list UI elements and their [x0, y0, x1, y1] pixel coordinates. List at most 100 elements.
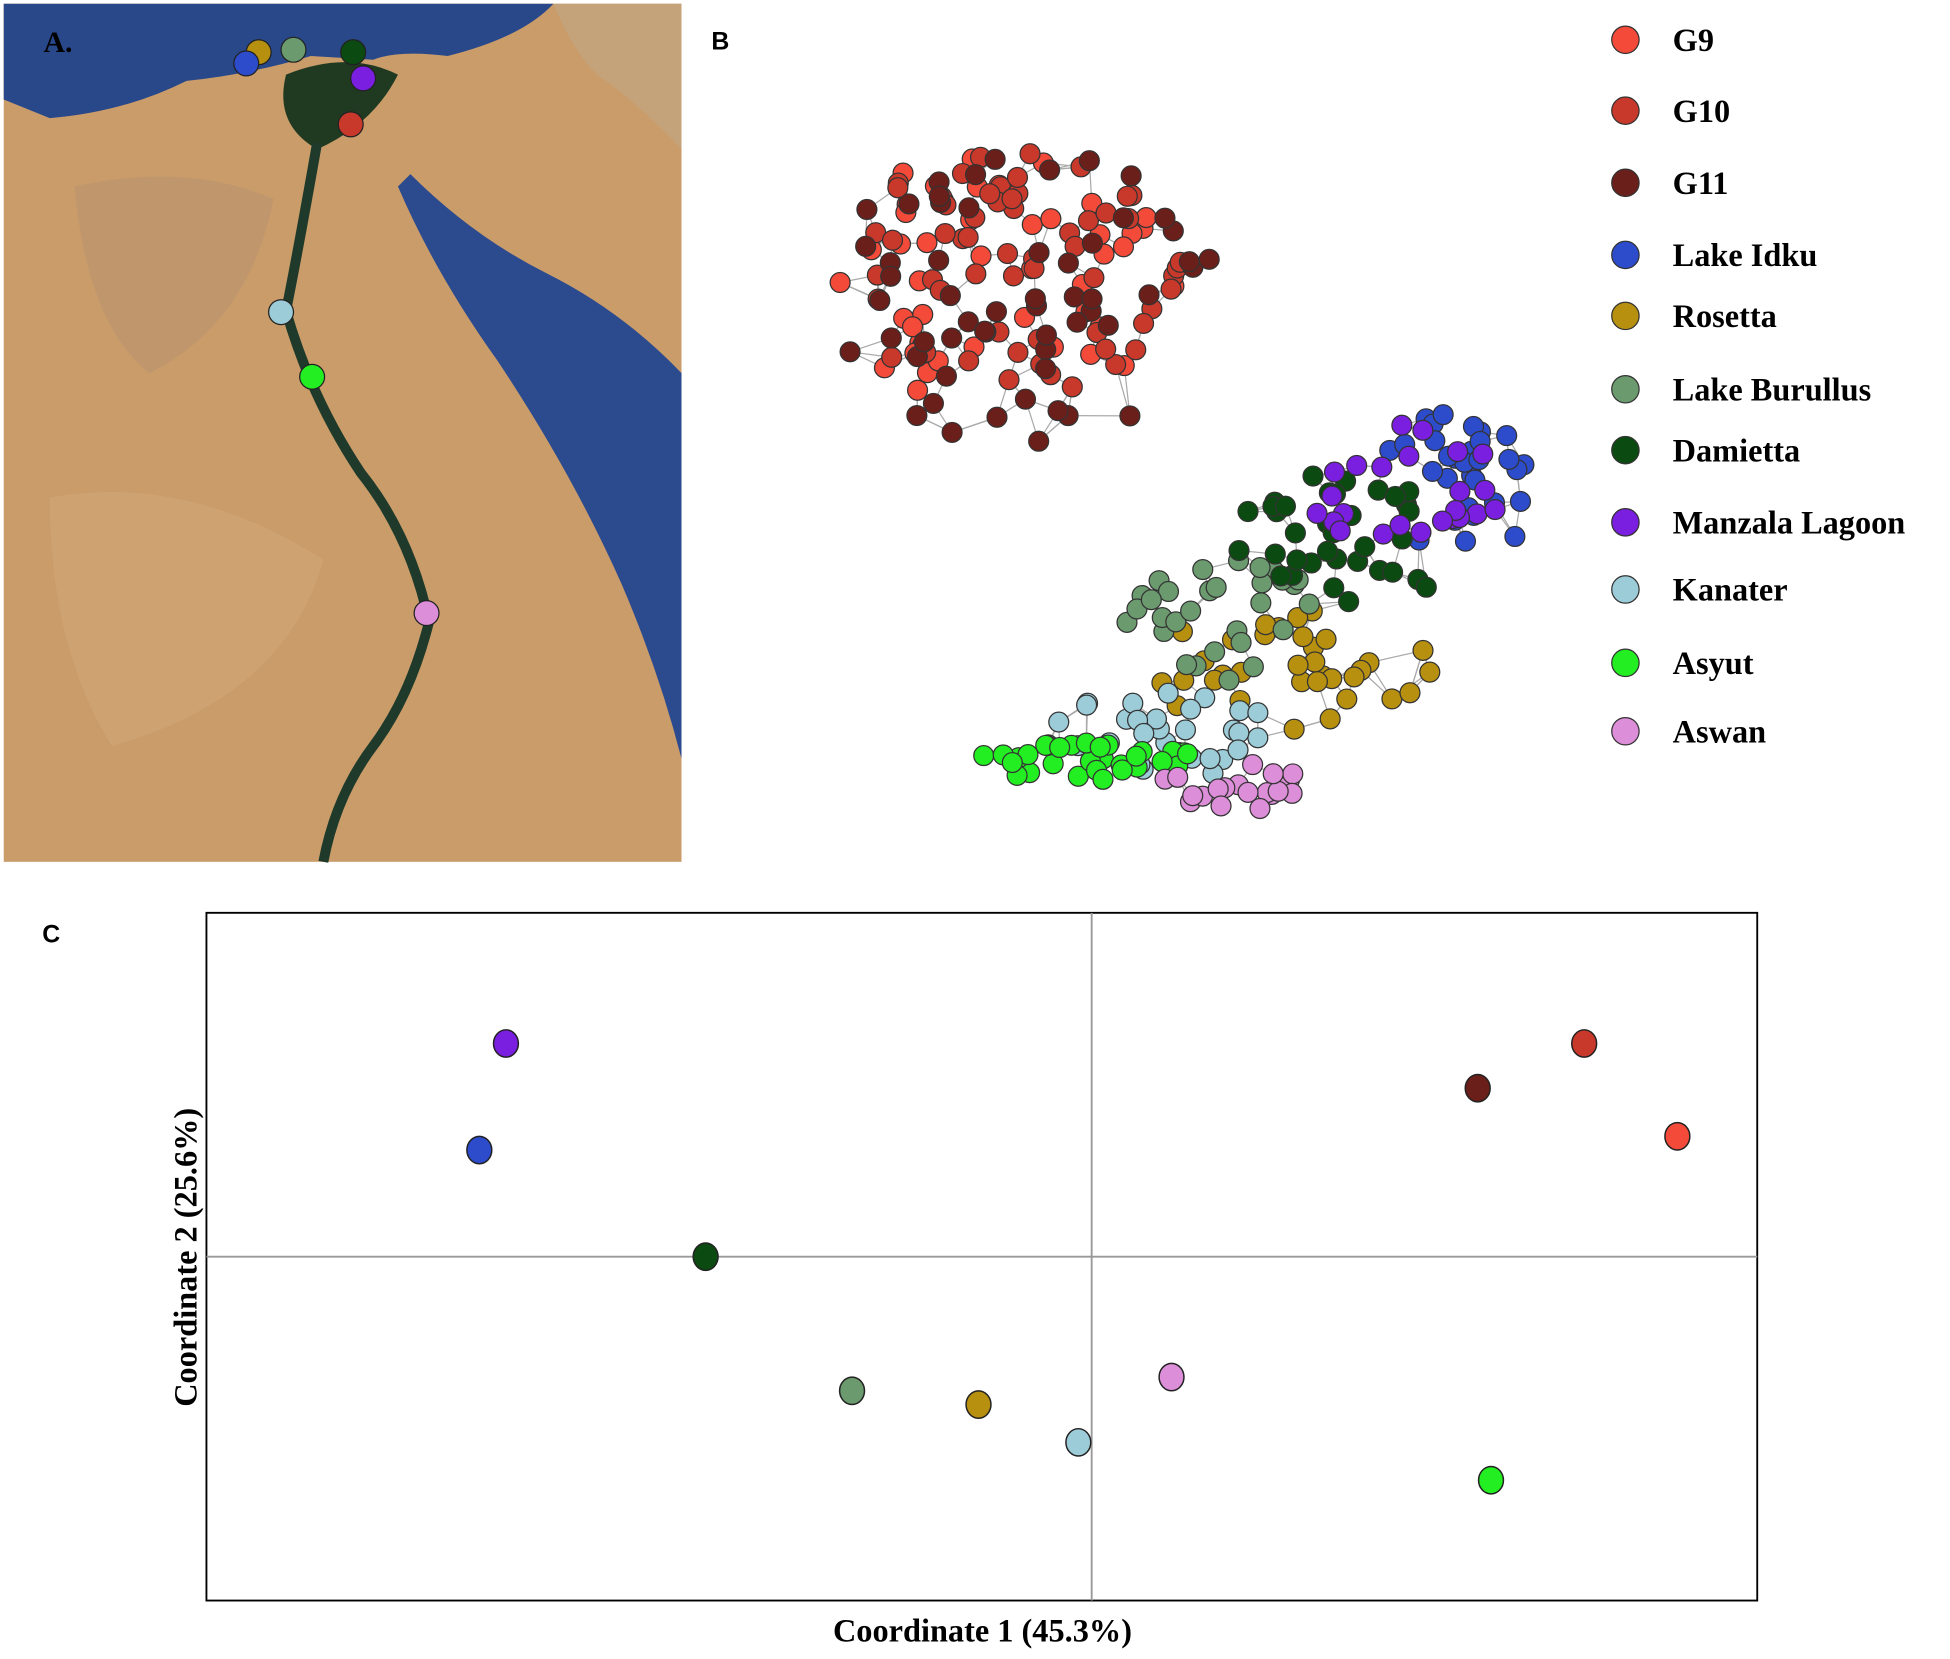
network-node — [880, 327, 902, 349]
network-node — [1247, 727, 1269, 749]
network-node — [1283, 718, 1305, 740]
network-node — [1230, 631, 1252, 654]
network-node — [986, 406, 1008, 428]
network-node — [1111, 759, 1133, 781]
network-node — [979, 183, 1001, 205]
network-node — [881, 346, 903, 368]
network-node — [957, 311, 979, 333]
network-node — [916, 232, 938, 254]
map-nile — [280, 142, 435, 863]
network-node — [1382, 561, 1404, 583]
scatter-point — [1464, 1073, 1491, 1103]
network-node — [1338, 591, 1360, 613]
network-node — [1112, 236, 1135, 258]
legend-swatch — [1611, 648, 1640, 678]
network-node — [985, 301, 1007, 323]
network-node — [887, 177, 909, 199]
network-node — [934, 222, 956, 245]
network-node — [1028, 430, 1050, 452]
network-node — [957, 226, 979, 248]
legend-swatch — [1611, 374, 1640, 404]
map-land-east — [553, 3, 682, 150]
map-marker — [280, 36, 307, 63]
legend-label: Aswan — [1673, 713, 1766, 749]
network-node — [856, 198, 878, 221]
network-node — [829, 271, 851, 294]
map-marker — [268, 299, 295, 326]
network-node — [1028, 241, 1050, 264]
network-node — [1204, 641, 1226, 663]
network-node — [1412, 639, 1434, 662]
network-node — [1199, 748, 1221, 770]
network-node — [1140, 589, 1162, 611]
network-node — [898, 193, 920, 215]
network-node — [1112, 207, 1134, 229]
network-node — [1021, 214, 1043, 236]
network-node — [1302, 465, 1324, 487]
network-nodes — [829, 143, 1535, 820]
network-node — [1198, 248, 1220, 270]
network-node — [1194, 687, 1216, 709]
network-node — [973, 745, 995, 767]
network-node — [928, 185, 950, 207]
network-node — [1242, 754, 1264, 776]
network-node — [880, 265, 902, 287]
scatter-point — [1065, 1427, 1092, 1457]
network-node — [1160, 278, 1182, 300]
legend-swatch — [1611, 301, 1640, 331]
network-node — [1049, 736, 1071, 759]
network-node — [1174, 719, 1197, 741]
network-node — [1292, 626, 1314, 648]
network-node — [1192, 558, 1214, 581]
legend-label: Lake Burullus — [1673, 371, 1872, 407]
network-node — [1272, 619, 1294, 641]
network-node — [1372, 523, 1394, 545]
map-marker — [350, 65, 377, 92]
network-node — [1264, 543, 1286, 565]
scatter-point — [492, 1029, 520, 1058]
legend-label: Kanater — [1673, 572, 1788, 608]
map-marker — [233, 50, 260, 77]
network-node — [1154, 207, 1176, 229]
network-node — [1167, 766, 1189, 788]
network-node — [974, 320, 996, 342]
network-node — [1057, 252, 1079, 274]
network-node — [1165, 611, 1187, 633]
network-node — [1002, 265, 1025, 287]
network-node — [901, 316, 924, 338]
legend-label: G10 — [1673, 93, 1730, 129]
network-node — [958, 197, 980, 219]
legend-label: Manzala Lagoon — [1673, 505, 1906, 541]
network-node — [1180, 600, 1202, 622]
network-node — [855, 235, 877, 257]
network-node — [1432, 404, 1454, 426]
map-marker — [340, 39, 367, 66]
network-node — [1284, 522, 1306, 544]
network-node — [1474, 479, 1496, 501]
network-node — [1255, 614, 1277, 636]
panel-label: B — [711, 28, 729, 56]
network-node — [907, 379, 929, 401]
network-node — [1210, 795, 1232, 817]
network-node — [941, 421, 963, 443]
network-node — [1472, 443, 1494, 465]
scatter-point — [1571, 1029, 1598, 1058]
network-node — [958, 350, 980, 372]
map-panel: A. — [3, 3, 682, 863]
network-node — [1449, 480, 1471, 502]
network-node — [1151, 750, 1173, 773]
network-node — [1066, 311, 1088, 333]
network-node — [1298, 593, 1320, 615]
panel-label: A. — [44, 26, 73, 59]
network-node — [928, 249, 950, 271]
legend: G9 G10 G11 Lake Idku Rosetta Lake Burullus Dam… — [1611, 22, 1906, 749]
y-axis-label: Coordinate 2 (25.6%) — [167, 1108, 203, 1407]
legend-swatch — [1611, 240, 1640, 270]
network-node — [1182, 785, 1204, 807]
network-node — [1329, 520, 1351, 542]
map-sea — [3, 3, 554, 119]
legend-swatch — [1611, 25, 1640, 55]
network-node — [1228, 539, 1250, 562]
network-node — [1089, 736, 1111, 758]
network-node — [913, 331, 935, 353]
